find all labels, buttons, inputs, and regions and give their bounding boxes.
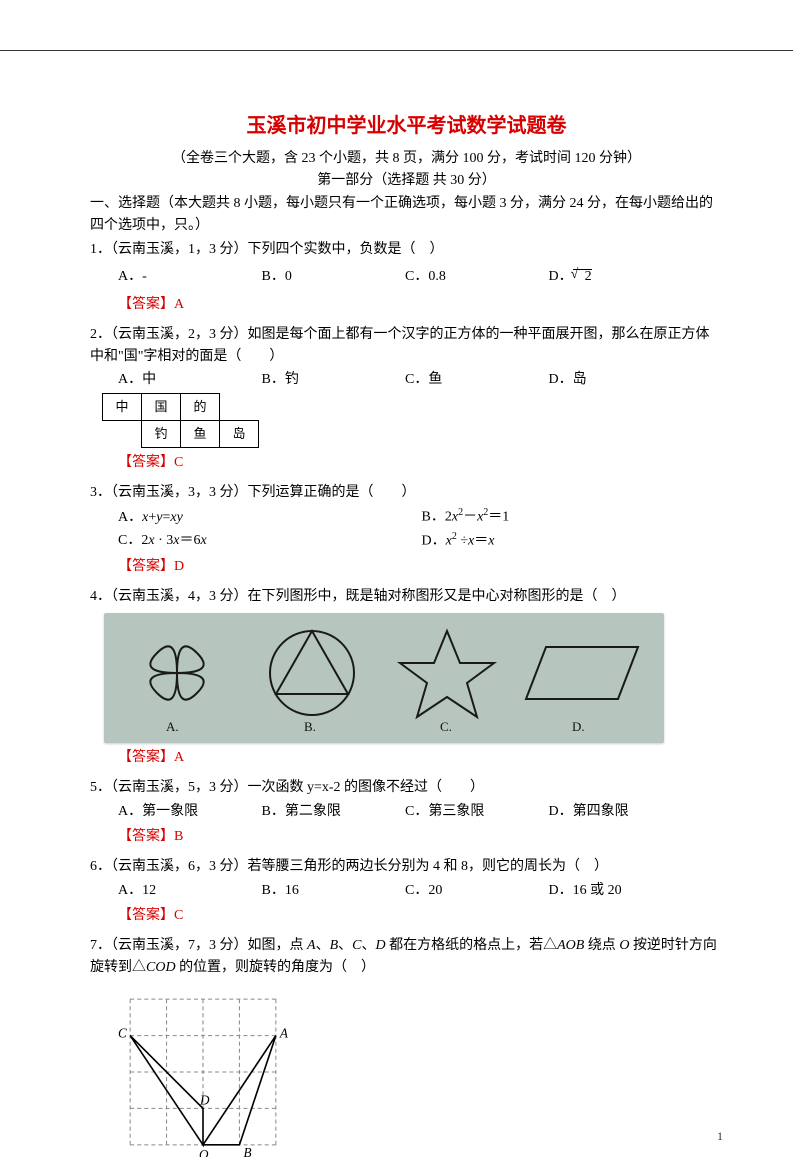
cube-cell: 中 (103, 393, 142, 420)
svg-text:B: B (243, 1145, 251, 1157)
q6-options: A．12 B．16 C．20 D．16 或 20 (118, 880, 723, 902)
cube-cell: 钓 (142, 420, 181, 447)
q1-answer: 【答案】A (118, 294, 723, 316)
q2-opt-d: D．岛 (549, 369, 587, 391)
q5-opt-d: D．第四象限 (549, 801, 629, 823)
circle-triangle-icon (262, 623, 362, 723)
rotation-grid-icon: A B C D O (118, 987, 288, 1157)
q1-stem: 1．（云南玉溪，1，3 分）下列四个实数中，负数是（ ） (90, 239, 723, 261)
q2-opt-a: A．中 (118, 369, 258, 391)
q4-label-b: B. (304, 717, 316, 737)
q6-opt-a: A．12 (118, 880, 258, 902)
q5-answer: 【答案】B (118, 826, 723, 848)
svg-text:C: C (118, 1025, 127, 1040)
q4-label-d: D. (572, 717, 585, 737)
svg-text:A: A (279, 1025, 288, 1040)
cube-cell: 鱼 (181, 420, 220, 447)
svg-text:D: D (199, 1092, 210, 1107)
q3-row1: A．x+y=xy B．2x2－x2＝1 (118, 505, 723, 528)
q6-stem: 6．（云南玉溪，6，3 分）若等腰三角形的两边长分别为 4 和 8，则它的周长为… (90, 856, 723, 878)
q5-opt-a: A．第一象限 (118, 801, 258, 823)
q3-answer: 【答案】D (118, 556, 723, 578)
q4-label-a: A. (166, 717, 179, 737)
q7-stem: 7．（云南玉溪，7，3 分）如图，点 A、B、C、D 都在方格纸的格点上，若△A… (90, 935, 723, 978)
q2-options: A．中 B．钓 C．鱼 D．岛 (118, 369, 723, 391)
four-petal-icon (122, 623, 232, 723)
q7-grid-figure: A B C D O (118, 987, 723, 1165)
q1-options: A．- B．0 C．0.8 D．2 (118, 266, 723, 288)
q1-opt-a: A．- (118, 266, 258, 288)
q3-opt-c: C．2x · 3x＝6x (118, 530, 418, 552)
q4-answer: 【答案】A (118, 747, 723, 769)
sqrt-icon: 2 (573, 269, 592, 284)
part-label: 第一部分（选择题 共 30 分） (90, 170, 723, 192)
q4-label-c: C. (440, 717, 452, 737)
star-icon (392, 623, 502, 723)
section1-heading: 一、选择题（本大题共 8 小题，每小题只有一个正确选项，每小题 3 分，满分 2… (90, 193, 723, 236)
q2-stem: 2．（云南玉溪，2，3 分）如图是每个面上都有一个汉字的正方体的一种平面展开图，… (90, 324, 723, 367)
q4-shapes-figure: A. B. C. D. (104, 613, 664, 743)
q6-answer: 【答案】C (118, 905, 723, 927)
exam-page: 玉溪市初中学业水平考试数学试题卷 （全卷三个大题，含 23 个小题，共 8 页，… (0, 50, 793, 1172)
q1-opt-c: C．0.8 (405, 266, 545, 288)
svg-text:O: O (199, 1147, 209, 1157)
cube-cell: 的 (181, 393, 220, 420)
page-title: 玉溪市初中学业水平考试数学试题卷 (90, 111, 723, 142)
q6-opt-c: C．20 (405, 880, 545, 902)
q1-opt-b: B．0 (262, 266, 402, 288)
q5-stem: 5．（云南玉溪，5，3 分）一次函数 y=x-2 的图像不经过（ ） (90, 777, 723, 799)
parallelogram-icon (522, 639, 642, 709)
q5-options: A．第一象限 B．第二象限 C．第三象限 D．第四象限 (118, 801, 723, 823)
q3-opt-d: D．x2 ÷x＝x (422, 529, 495, 552)
q1-opt-d: D．2 (549, 266, 592, 288)
q2-opt-c: C．鱼 (405, 369, 545, 391)
q6-opt-d: D．16 或 20 (549, 880, 622, 902)
cube-cell: 国 (142, 393, 181, 420)
page-number: 1 (717, 1127, 723, 1146)
q3-row2: C．2x · 3x＝6x D．x2 ÷x＝x (118, 529, 723, 552)
q2-opt-b: B．钓 (262, 369, 402, 391)
q4-stem: 4．（云南玉溪，4，3 分）在下列图形中，既是轴对称图形又是中心对称图形的是（ … (90, 586, 723, 608)
q3-stem: 3．（云南玉溪，3，3 分）下列运算正确的是（ ） (90, 482, 723, 504)
cube-net-figure: 中 国 的 钓 鱼 岛 (102, 393, 259, 448)
q5-opt-c: C．第三象限 (405, 801, 545, 823)
q5-opt-b: B．第二象限 (262, 801, 402, 823)
q2-answer: 【答案】C (118, 452, 723, 474)
page-subtitle: （全卷三个大题，含 23 个小题，共 8 页，满分 100 分，考试时间 120… (90, 148, 723, 170)
cube-cell: 岛 (220, 420, 259, 447)
q3-opt-a: A．x+y=xy (118, 507, 418, 529)
q6-opt-b: B．16 (262, 880, 402, 902)
q3-opt-b: B．2x2－x2＝1 (422, 505, 510, 528)
